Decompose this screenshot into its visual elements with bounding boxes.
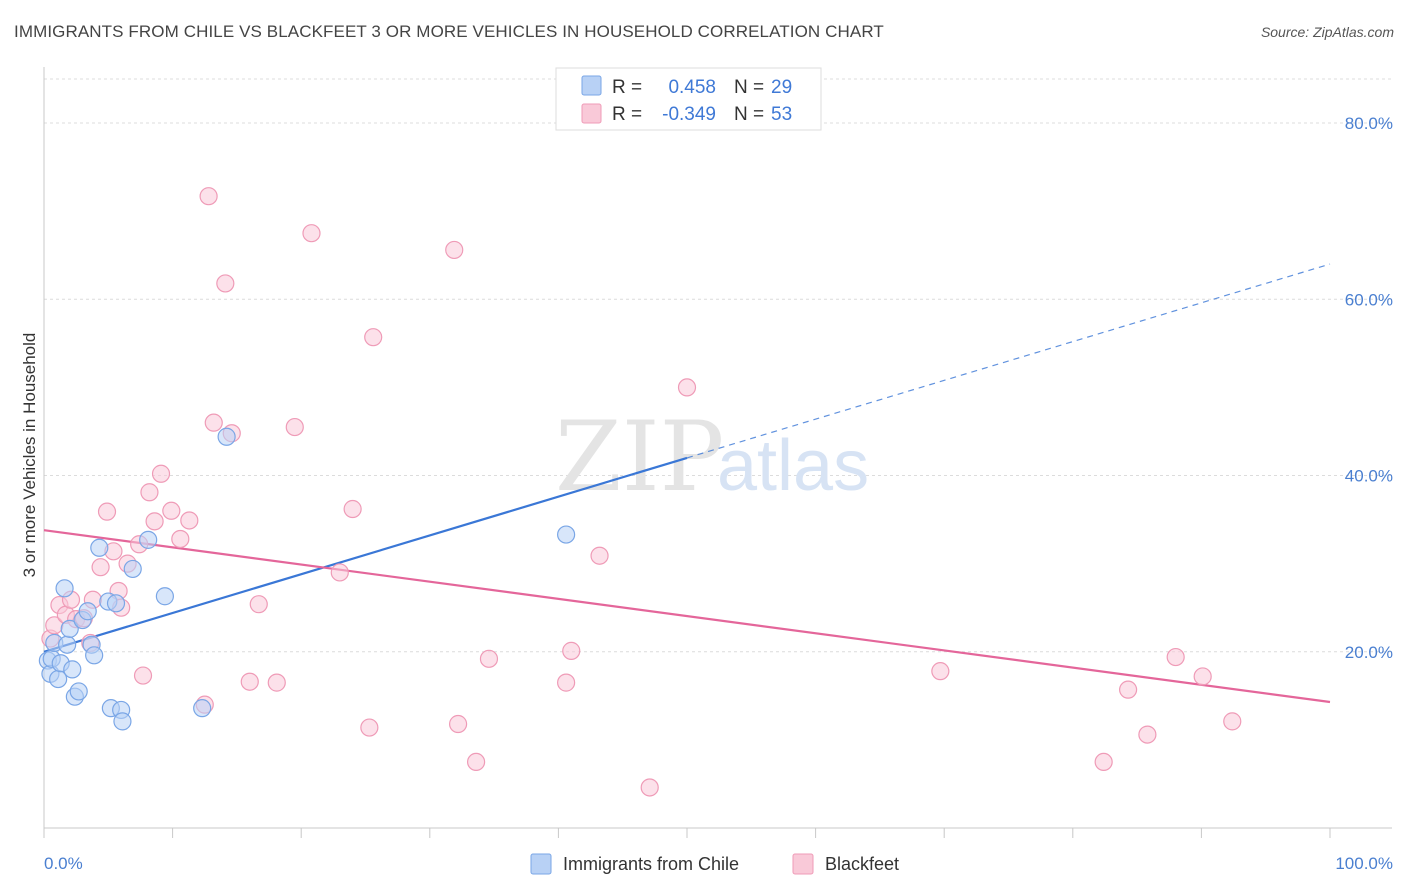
trend-extension-chile: [686, 263, 1331, 459]
point-chile: [63, 660, 82, 679]
y-tick-label: 60.0%: [1345, 290, 1393, 309]
point-blackfeet: [445, 240, 464, 260]
y-tick-labels: 20.0% 40.0% 60.0% 80.0%: [1345, 114, 1393, 662]
point-blackfeet: [171, 529, 190, 549]
point-blackfeet: [364, 328, 383, 347]
point-blackfeet: [267, 673, 286, 692]
point-blackfeet: [249, 595, 268, 614]
point-chile: [217, 427, 236, 446]
bottom-legend-label-blackfeet: Blackfeet: [825, 854, 899, 874]
point-chile: [60, 619, 79, 638]
point-blackfeet: [97, 502, 117, 521]
point-blackfeet: [1118, 680, 1138, 699]
point-blackfeet: [557, 673, 576, 692]
point-blackfeet: [330, 563, 349, 582]
legend-r-value-blackfeet: -0.349: [662, 104, 716, 125]
x-tick-label-min: 0.0%: [44, 854, 83, 873]
axes: [43, 67, 1392, 838]
point-chile: [58, 635, 77, 654]
watermark-atlas: atlas: [717, 426, 869, 506]
trend-line-chile: [43, 456, 688, 653]
point-blackfeet: [448, 714, 468, 734]
watermark-zip: ZIP: [555, 401, 724, 513]
point-blackfeet: [931, 662, 950, 681]
point-chile: [85, 646, 104, 665]
y-axis-title: 3 or more Vehicles in Household: [20, 333, 39, 578]
bottom-legend-swatch-blackfeet: [792, 853, 814, 875]
point-blackfeet: [162, 501, 181, 520]
point-blackfeet: [140, 483, 159, 502]
point-blackfeet: [1223, 712, 1242, 731]
bottom-legend-swatch-chile: [530, 853, 552, 875]
point-blackfeet: [1166, 647, 1185, 667]
trend-lines: [43, 263, 1331, 704]
legend-swatch-blackfeet: [581, 103, 602, 124]
source-credit: Source: ZipAtlas.com: [1260, 24, 1394, 40]
point-blackfeet: [640, 778, 659, 797]
legend-swatch-chile: [581, 75, 602, 96]
point-blackfeet: [1138, 725, 1157, 744]
chart-title: IMMIGRANTS FROM CHILE VS BLACKFEET 3 OR …: [14, 22, 884, 41]
data-points: [38, 187, 1242, 797]
y-tick-label: 40.0%: [1345, 467, 1393, 486]
point-blackfeet: [1193, 667, 1212, 686]
point-chile: [139, 530, 158, 549]
correlation-legend: R = 0.458 N = 29 R = -0.349 N = 53: [555, 67, 822, 131]
point-blackfeet: [91, 558, 110, 577]
point-chile: [123, 559, 142, 579]
point-blackfeet: [133, 666, 153, 685]
point-chile: [78, 602, 97, 621]
series-legend: Immigrants from Chile Blackfeet: [530, 853, 899, 875]
legend-n-value-blackfeet: 53: [771, 104, 792, 125]
point-blackfeet: [180, 511, 199, 530]
point-blackfeet: [302, 224, 321, 243]
point-blackfeet: [151, 464, 171, 483]
point-blackfeet: [479, 649, 499, 668]
point-blackfeet: [466, 752, 486, 772]
point-chile: [106, 594, 126, 613]
point-blackfeet: [204, 413, 223, 432]
point-chile: [557, 525, 576, 544]
point-blackfeet: [145, 512, 164, 531]
bottom-legend-label-chile: Immigrants from Chile: [563, 854, 739, 874]
x-tick-label-max: 100.0%: [1335, 854, 1393, 873]
grid-lines: [44, 78, 1392, 653]
legend-r-label-chile: R =: [612, 77, 642, 98]
point-blackfeet: [285, 417, 304, 437]
point-blackfeet: [343, 499, 362, 519]
point-chile: [69, 682, 88, 701]
point-blackfeet: [360, 718, 379, 737]
legend-n-value-chile: 29: [771, 77, 792, 98]
point-chile: [155, 587, 174, 606]
point-blackfeet: [562, 641, 581, 660]
y-tick-label: 20.0%: [1345, 643, 1393, 662]
point-chile: [113, 712, 132, 731]
point-blackfeet: [240, 672, 259, 691]
point-blackfeet: [1094, 752, 1113, 772]
legend-n-label-blackfeet: N =: [734, 104, 764, 125]
legend-r-value-chile: 0.458: [668, 77, 716, 98]
point-blackfeet: [677, 378, 697, 397]
legend-r-label-blackfeet: R =: [612, 104, 642, 125]
trend-line-blackfeet: [43, 529, 1331, 704]
point-chile: [55, 579, 74, 598]
point-blackfeet: [216, 274, 235, 293]
point-blackfeet: [590, 546, 609, 565]
point-blackfeet: [199, 187, 218, 206]
y-tick-label: 80.0%: [1345, 114, 1393, 133]
legend-n-label-chile: N =: [734, 77, 764, 98]
point-chile: [90, 538, 109, 557]
point-chile: [193, 699, 212, 718]
